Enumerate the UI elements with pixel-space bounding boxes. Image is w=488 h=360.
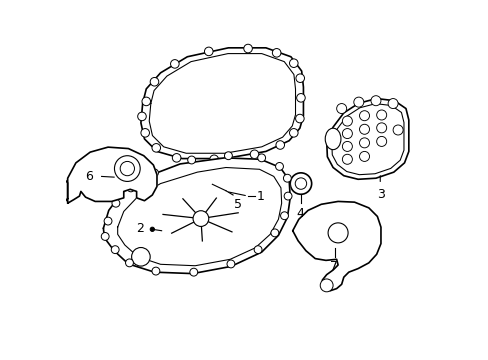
Circle shape bbox=[120, 161, 134, 176]
Circle shape bbox=[376, 110, 386, 120]
Circle shape bbox=[359, 111, 369, 121]
Circle shape bbox=[272, 49, 281, 57]
Circle shape bbox=[336, 104, 346, 113]
Circle shape bbox=[290, 173, 311, 194]
Polygon shape bbox=[326, 99, 408, 179]
Circle shape bbox=[201, 179, 207, 186]
Circle shape bbox=[283, 174, 291, 182]
Circle shape bbox=[150, 77, 159, 86]
Circle shape bbox=[142, 97, 150, 106]
Circle shape bbox=[196, 174, 213, 192]
Circle shape bbox=[150, 227, 154, 231]
Circle shape bbox=[193, 211, 208, 226]
Circle shape bbox=[152, 267, 160, 275]
Circle shape bbox=[342, 129, 352, 139]
Polygon shape bbox=[67, 147, 157, 203]
Circle shape bbox=[127, 184, 135, 192]
Circle shape bbox=[289, 59, 298, 67]
Circle shape bbox=[170, 60, 179, 68]
Text: 4: 4 bbox=[295, 207, 303, 220]
Circle shape bbox=[114, 156, 140, 181]
Polygon shape bbox=[60, 180, 67, 202]
Circle shape bbox=[295, 114, 304, 123]
Circle shape bbox=[131, 248, 150, 266]
Circle shape bbox=[189, 268, 197, 276]
Circle shape bbox=[112, 199, 120, 207]
Circle shape bbox=[152, 144, 160, 152]
Circle shape bbox=[250, 150, 258, 158]
Circle shape bbox=[320, 279, 332, 292]
Circle shape bbox=[289, 129, 298, 137]
Circle shape bbox=[342, 154, 352, 164]
Circle shape bbox=[376, 123, 386, 133]
Circle shape bbox=[275, 141, 284, 149]
Circle shape bbox=[376, 136, 386, 147]
Circle shape bbox=[101, 233, 109, 240]
Polygon shape bbox=[103, 158, 290, 274]
Circle shape bbox=[204, 47, 213, 56]
Circle shape bbox=[125, 259, 133, 267]
Text: 3: 3 bbox=[376, 188, 384, 201]
Circle shape bbox=[359, 152, 369, 161]
Circle shape bbox=[280, 212, 288, 220]
Circle shape bbox=[387, 99, 397, 109]
Circle shape bbox=[342, 116, 352, 126]
Circle shape bbox=[327, 223, 347, 243]
Circle shape bbox=[270, 229, 278, 237]
Polygon shape bbox=[292, 202, 380, 291]
Circle shape bbox=[295, 178, 306, 189]
Circle shape bbox=[275, 162, 283, 170]
Circle shape bbox=[370, 96, 380, 106]
Circle shape bbox=[141, 129, 149, 137]
Circle shape bbox=[224, 152, 232, 159]
Text: 6: 6 bbox=[84, 170, 93, 183]
Ellipse shape bbox=[325, 128, 340, 150]
Circle shape bbox=[209, 155, 218, 163]
Text: 7: 7 bbox=[329, 260, 337, 273]
Text: 5: 5 bbox=[233, 198, 241, 211]
Polygon shape bbox=[141, 48, 303, 158]
Circle shape bbox=[359, 124, 369, 134]
Circle shape bbox=[138, 112, 146, 121]
Circle shape bbox=[257, 154, 265, 162]
Text: 1: 1 bbox=[256, 190, 264, 203]
Circle shape bbox=[111, 246, 119, 253]
Circle shape bbox=[359, 138, 369, 148]
Text: 2: 2 bbox=[136, 222, 143, 235]
Circle shape bbox=[284, 192, 291, 200]
Circle shape bbox=[150, 169, 158, 177]
Circle shape bbox=[104, 217, 112, 225]
Circle shape bbox=[172, 154, 181, 162]
Circle shape bbox=[244, 44, 252, 53]
Circle shape bbox=[392, 125, 402, 135]
Circle shape bbox=[187, 156, 195, 164]
Circle shape bbox=[353, 97, 363, 107]
Circle shape bbox=[295, 74, 304, 82]
Circle shape bbox=[342, 141, 352, 152]
Circle shape bbox=[226, 260, 234, 268]
Circle shape bbox=[254, 246, 262, 253]
Circle shape bbox=[296, 94, 305, 102]
